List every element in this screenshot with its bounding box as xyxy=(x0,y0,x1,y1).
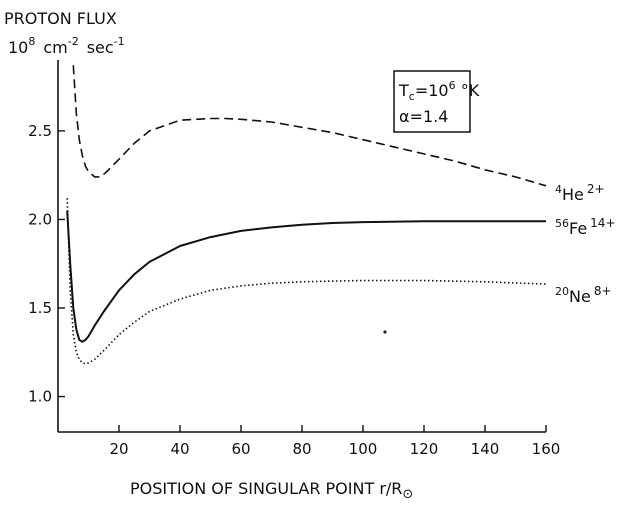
series-line-fe xyxy=(66,210,546,343)
annotation-box: Tc=106 °K α=1.4 xyxy=(393,70,480,133)
label-fe: 56Fe 14+ xyxy=(555,216,616,238)
annotation-alpha: α=1.4 xyxy=(399,107,448,126)
y-unit-cm: cm xyxy=(43,38,67,57)
y-tick-label: 1.5 xyxy=(28,299,52,317)
series-line-ne xyxy=(66,198,547,365)
x-axis-title-symbol: ⊙ xyxy=(402,487,413,502)
x-tick-label: 20 xyxy=(109,440,128,458)
x-tick-label: 140 xyxy=(471,440,500,458)
y-unit-sec-exp: -1 xyxy=(114,35,125,48)
y-tick-label: 1.0 xyxy=(28,388,52,406)
y-tick-label: 2.0 xyxy=(28,210,52,228)
x-axis-title-text: POSITION OF SINGULAR POINT r/R xyxy=(130,479,402,498)
label-ne: 20Ne 8+ xyxy=(555,284,612,306)
y-axis-unit: 108 cm-2 sec-1 xyxy=(8,35,125,57)
series-line-he xyxy=(72,65,547,187)
y-unit-exp: 8 xyxy=(28,35,35,48)
y-unit-sec: sec xyxy=(87,38,114,57)
x-tick-label: 160 xyxy=(532,440,561,458)
x-tick-label: 100 xyxy=(349,440,378,458)
y-unit-cm-exp: -2 xyxy=(68,35,79,48)
y-axis-title: PROTON FLUX xyxy=(4,9,117,28)
annotation-frame xyxy=(393,70,471,133)
annotation-temperature: Tc=106 °K xyxy=(398,79,480,103)
y-tick-label: 2.5 xyxy=(28,122,52,140)
x-tick-label: 40 xyxy=(170,440,189,458)
label-he: 4He 2+ xyxy=(555,182,605,204)
x-tick-label: 80 xyxy=(292,440,311,458)
x-tick-label: 60 xyxy=(231,440,250,458)
speckle-dot xyxy=(383,330,387,334)
ticks: 20 40 60 80 100 120 140 160 1.0 1.5 2.0 2.5 xyxy=(28,122,560,458)
x-tick-label: 120 xyxy=(410,440,439,458)
y-unit-base: 10 xyxy=(8,38,28,57)
x-axis-title: POSITION OF SINGULAR POINT r/R⊙ xyxy=(130,479,413,502)
series-layer xyxy=(66,65,547,365)
